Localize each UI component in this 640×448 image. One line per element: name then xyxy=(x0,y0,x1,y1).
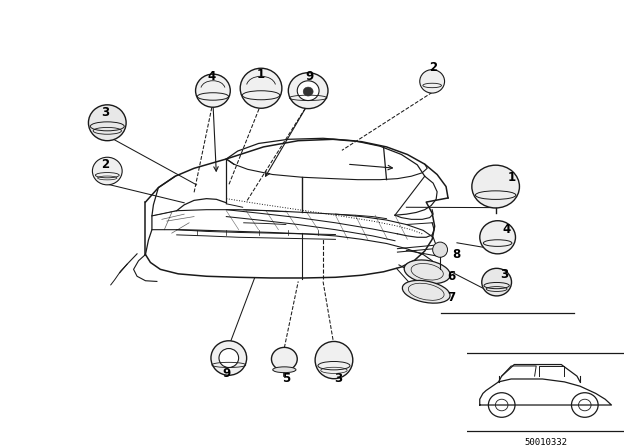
Ellipse shape xyxy=(303,87,313,96)
Ellipse shape xyxy=(88,105,126,141)
Ellipse shape xyxy=(404,260,450,284)
Ellipse shape xyxy=(271,347,297,370)
Ellipse shape xyxy=(211,341,246,375)
Ellipse shape xyxy=(297,81,319,100)
Text: 9: 9 xyxy=(222,367,230,380)
Text: 1: 1 xyxy=(257,68,265,81)
Ellipse shape xyxy=(403,280,450,303)
Text: 9: 9 xyxy=(305,70,313,83)
Text: 4: 4 xyxy=(502,223,511,236)
Ellipse shape xyxy=(273,367,296,373)
Ellipse shape xyxy=(92,157,122,185)
Text: 3: 3 xyxy=(100,106,109,119)
Ellipse shape xyxy=(420,69,445,93)
Ellipse shape xyxy=(288,73,328,108)
Text: 6: 6 xyxy=(447,270,455,283)
Ellipse shape xyxy=(472,165,520,208)
Text: 3: 3 xyxy=(500,268,508,281)
Text: 2: 2 xyxy=(100,158,109,171)
Text: 4: 4 xyxy=(207,70,216,83)
Ellipse shape xyxy=(482,268,511,296)
Ellipse shape xyxy=(219,349,239,367)
Text: 3: 3 xyxy=(334,371,342,384)
Text: 7: 7 xyxy=(447,292,455,305)
Text: 5: 5 xyxy=(282,371,290,384)
Ellipse shape xyxy=(480,221,515,254)
Text: 8: 8 xyxy=(452,248,460,261)
Ellipse shape xyxy=(433,242,447,257)
Ellipse shape xyxy=(315,341,353,379)
Ellipse shape xyxy=(196,74,230,107)
Text: 1: 1 xyxy=(508,172,516,185)
Text: 2: 2 xyxy=(429,61,437,74)
Ellipse shape xyxy=(240,68,282,108)
Text: 50010332: 50010332 xyxy=(524,438,567,447)
